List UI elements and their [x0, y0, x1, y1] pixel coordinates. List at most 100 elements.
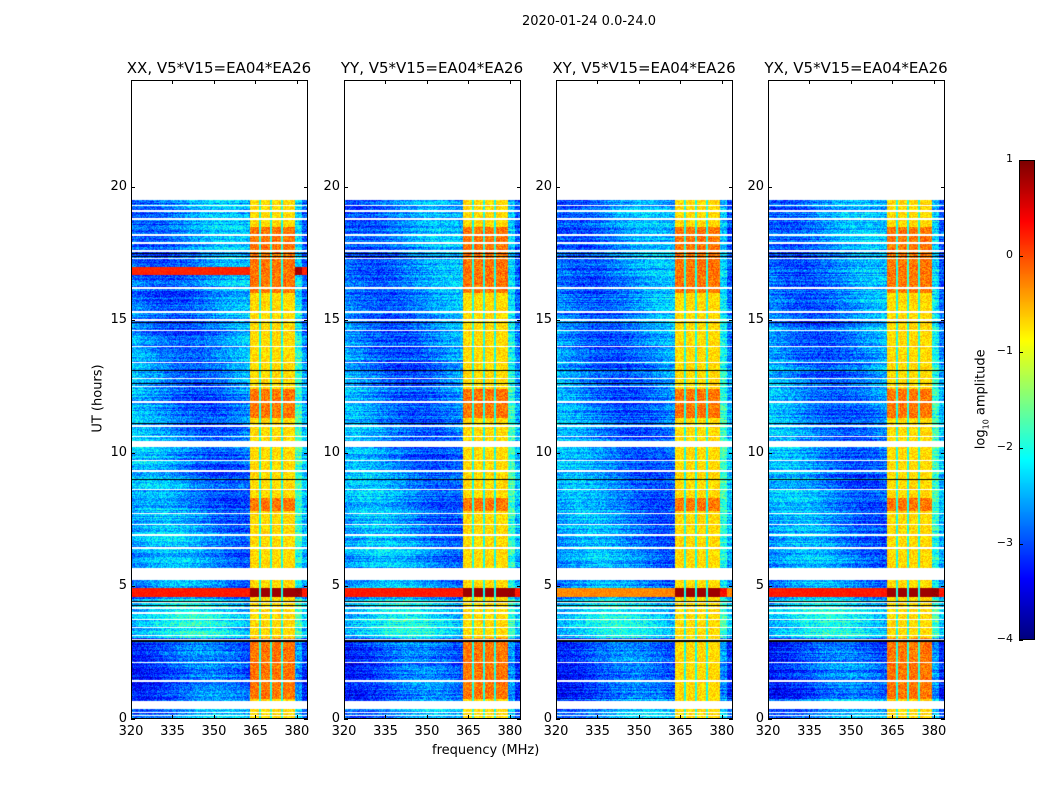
colorbar-tick-mark: [1019, 544, 1023, 545]
heatmap-image: [345, 81, 520, 718]
x-tick-mark: [850, 80, 852, 84]
x-tick-mark: [680, 80, 682, 84]
colorbar-tick-label: 1: [1006, 152, 1013, 165]
y-tick-mark: [556, 186, 560, 188]
y-tick-label: 0: [118, 711, 127, 726]
y-tick-label: 0: [755, 711, 764, 726]
colorbar-tick-label: −4: [996, 632, 1013, 645]
heatmap-panel-yx: [768, 80, 945, 719]
x-tick-mark: [556, 715, 557, 719]
x-tick-mark: [131, 80, 132, 84]
heatmap-image: [557, 81, 732, 718]
x-tick-mark: [426, 715, 428, 719]
y-tick-mark: [768, 452, 772, 454]
y-tick-mark: [556, 452, 560, 454]
x-tick-label: 335: [797, 724, 822, 739]
y-tick-label: 10: [323, 444, 340, 460]
x-tick-mark: [768, 80, 769, 84]
x-tick-mark: [255, 80, 257, 84]
y-tick-mark: [768, 719, 772, 720]
x-tick-mark: [721, 715, 723, 719]
x-tick-mark: [213, 80, 215, 84]
x-tick-label: 335: [585, 724, 610, 739]
colorbar-tick-label: −3: [996, 536, 1013, 549]
x-tick-label: 320: [118, 724, 144, 739]
y-tick-mark: [729, 585, 733, 587]
x-tick-label: 350: [201, 724, 227, 739]
x-tick-mark: [809, 80, 811, 84]
y-tick-label: 0: [331, 711, 340, 726]
y-tick-mark: [131, 452, 135, 454]
x-tick-mark: [597, 715, 599, 719]
x-tick-mark: [468, 715, 470, 719]
y-tick-label: 10: [535, 444, 552, 460]
y-tick-mark: [941, 719, 945, 720]
y-tick-mark: [517, 452, 521, 454]
colorbar-tick-mark: [1019, 640, 1023, 641]
x-tick-label: 335: [373, 724, 398, 739]
y-tick-mark: [556, 585, 560, 587]
y-tick-mark: [768, 186, 772, 188]
y-tick-mark: [729, 452, 733, 454]
y-tick-mark: [344, 452, 348, 454]
colorbar-tick-label: 0: [1006, 248, 1013, 261]
y-tick-mark: [941, 319, 945, 321]
y-tick-mark: [344, 585, 348, 587]
x-tick-label: 380: [921, 724, 947, 739]
y-tick-mark: [556, 319, 560, 321]
y-tick-label: 20: [747, 178, 764, 194]
x-tick-mark: [344, 715, 345, 719]
x-tick-label: 380: [497, 724, 523, 739]
x-tick-mark: [892, 715, 894, 719]
panel-title: XX, V5*V15=EA04*EA26: [126, 59, 312, 77]
y-tick-mark: [556, 719, 560, 720]
x-tick-mark: [509, 80, 511, 84]
panel-title: XY, V5*V15=EA04*EA26: [552, 59, 736, 77]
y-tick-mark: [517, 186, 521, 188]
y-axis-label: UT (hours): [90, 364, 106, 433]
y-tick-mark: [304, 186, 308, 188]
x-tick-mark: [933, 715, 935, 719]
x-tick-mark: [385, 80, 387, 84]
y-tick-label: 5: [543, 577, 552, 593]
x-tick-label: 365: [456, 724, 481, 739]
y-tick-label: 15: [535, 311, 552, 327]
x-tick-mark: [768, 715, 769, 719]
x-tick-mark: [172, 80, 174, 84]
x-tick-label: 350: [414, 724, 440, 739]
y-tick-mark: [517, 719, 521, 720]
y-tick-mark: [304, 319, 308, 321]
x-tick-label: 365: [668, 724, 693, 739]
y-tick-label: 0: [543, 711, 552, 726]
x-tick-label: 335: [160, 724, 185, 739]
x-tick-mark: [172, 715, 174, 719]
y-tick-mark: [131, 186, 135, 188]
colorbar-tick-mark: [1019, 448, 1023, 449]
colorbar-tick-mark: [1019, 256, 1023, 257]
panel-title: YX, V5*V15=EA04*EA26: [764, 59, 948, 77]
y-tick-mark: [517, 319, 521, 321]
y-tick-mark: [941, 452, 945, 454]
y-tick-label: 5: [755, 577, 764, 593]
y-tick-mark: [768, 319, 772, 321]
colorbar: [1019, 160, 1035, 640]
y-tick-mark: [304, 452, 308, 454]
x-tick-mark: [892, 80, 894, 84]
x-tick-label: 380: [709, 724, 735, 739]
x-tick-mark: [933, 80, 935, 84]
y-tick-label: 5: [331, 577, 340, 593]
x-tick-mark: [809, 715, 811, 719]
y-tick-mark: [344, 319, 348, 321]
x-tick-mark: [213, 715, 215, 719]
y-tick-label: 20: [535, 178, 552, 194]
y-tick-label: 20: [323, 178, 340, 194]
x-tick-mark: [255, 715, 257, 719]
y-tick-mark: [344, 719, 348, 720]
x-tick-label: 320: [755, 724, 781, 739]
x-tick-label: 365: [243, 724, 268, 739]
y-tick-mark: [131, 719, 135, 720]
y-tick-label: 15: [110, 311, 127, 327]
colorbar-tick-mark: [1019, 160, 1023, 161]
colorbar-tick-mark: [1019, 352, 1023, 353]
x-tick-mark: [638, 80, 640, 84]
